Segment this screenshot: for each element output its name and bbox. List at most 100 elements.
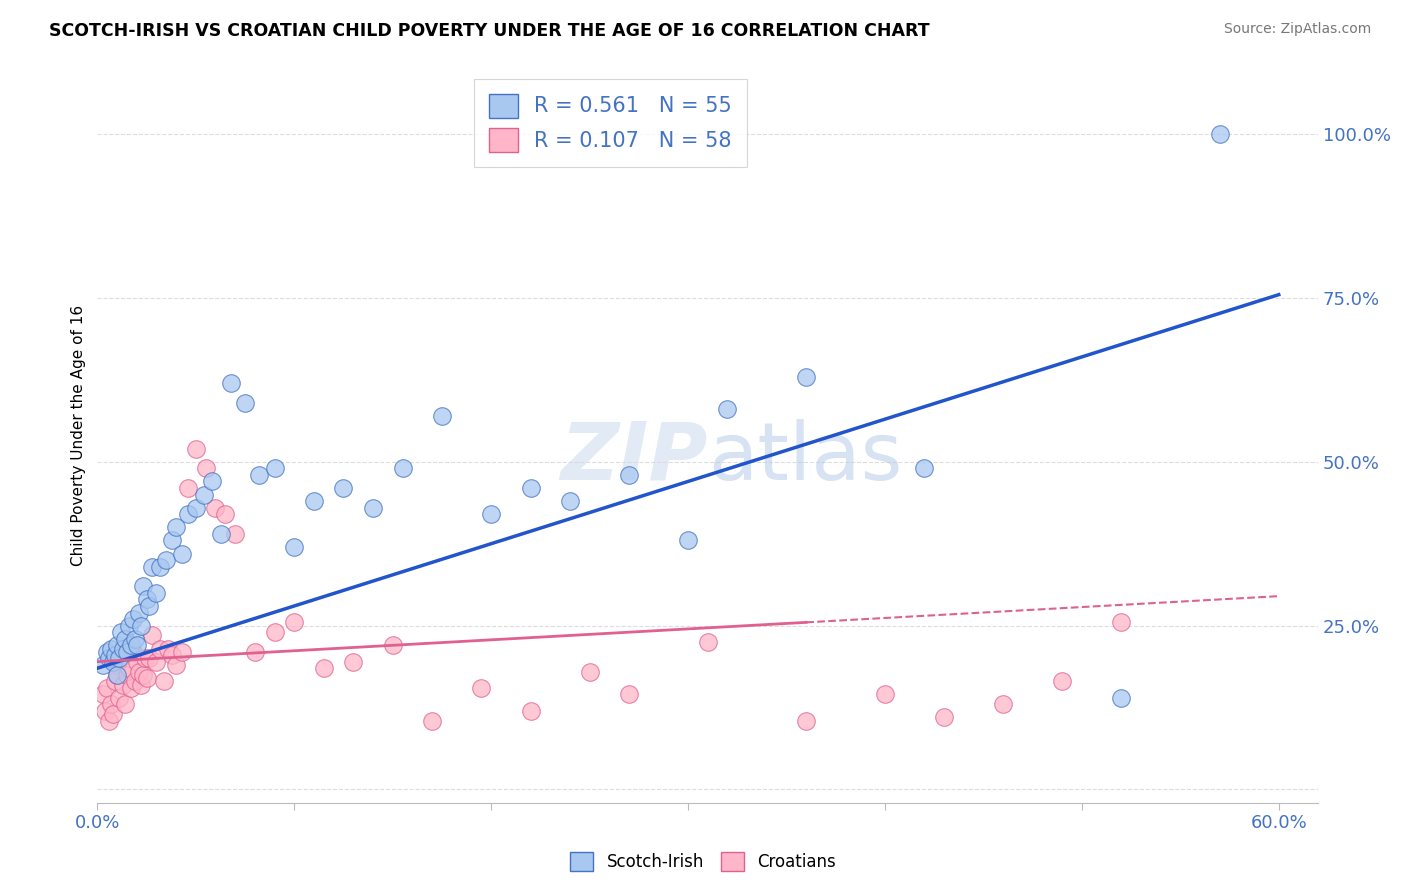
Point xyxy=(104,674,127,689)
Point xyxy=(118,618,141,632)
Point xyxy=(145,655,167,669)
Point xyxy=(912,461,935,475)
Point xyxy=(676,533,699,548)
Point xyxy=(94,704,117,718)
Point xyxy=(519,704,541,718)
Point xyxy=(155,553,177,567)
Point xyxy=(361,500,384,515)
Point xyxy=(794,369,817,384)
Point xyxy=(105,638,128,652)
Point xyxy=(128,606,150,620)
Point xyxy=(131,579,153,593)
Point xyxy=(283,540,305,554)
Point xyxy=(141,559,163,574)
Point xyxy=(209,527,232,541)
Point xyxy=(111,641,134,656)
Point xyxy=(100,698,122,712)
Point xyxy=(177,507,200,521)
Point xyxy=(138,599,160,613)
Point xyxy=(105,667,128,681)
Point xyxy=(105,657,128,672)
Point xyxy=(157,641,180,656)
Point xyxy=(302,494,325,508)
Point xyxy=(193,487,215,501)
Point xyxy=(519,481,541,495)
Point xyxy=(184,500,207,515)
Point xyxy=(165,520,187,534)
Point xyxy=(125,655,148,669)
Text: SCOTCH-IRISH VS CROATIAN CHILD POVERTY UNDER THE AGE OF 16 CORRELATION CHART: SCOTCH-IRISH VS CROATIAN CHILD POVERTY U… xyxy=(49,22,929,40)
Point xyxy=(263,625,285,640)
Point xyxy=(430,409,453,423)
Point xyxy=(124,674,146,689)
Point xyxy=(332,481,354,495)
Point xyxy=(125,638,148,652)
Point xyxy=(312,661,335,675)
Point xyxy=(214,507,236,521)
Point xyxy=(204,500,226,515)
Point xyxy=(873,688,896,702)
Point xyxy=(135,592,157,607)
Point xyxy=(114,632,136,646)
Point xyxy=(145,586,167,600)
Point xyxy=(391,461,413,475)
Text: Source: ZipAtlas.com: Source: ZipAtlas.com xyxy=(1223,22,1371,37)
Legend: R = 0.561   N = 55, R = 0.107   N = 58: R = 0.561 N = 55, R = 0.107 N = 58 xyxy=(474,78,747,167)
Point xyxy=(160,648,183,662)
Point xyxy=(617,467,640,482)
Point xyxy=(98,651,121,665)
Point xyxy=(110,651,132,665)
Point xyxy=(470,681,492,695)
Point xyxy=(479,507,502,521)
Point xyxy=(128,665,150,679)
Point xyxy=(243,645,266,659)
Point xyxy=(138,651,160,665)
Point xyxy=(131,667,153,681)
Point xyxy=(1109,690,1132,705)
Point xyxy=(96,681,118,695)
Point xyxy=(101,655,124,669)
Y-axis label: Child Poverty Under the Age of 16: Child Poverty Under the Age of 16 xyxy=(72,305,86,566)
Point xyxy=(558,494,581,508)
Point xyxy=(141,628,163,642)
Point xyxy=(121,645,143,659)
Text: ZIP: ZIP xyxy=(561,418,707,497)
Point xyxy=(1050,674,1073,689)
Point xyxy=(794,714,817,728)
Point xyxy=(111,678,134,692)
Point xyxy=(129,678,152,692)
Point xyxy=(108,651,131,665)
Point xyxy=(177,481,200,495)
Legend: Scotch-Irish, Croatians: Scotch-Irish, Croatians xyxy=(561,843,845,880)
Point xyxy=(194,461,217,475)
Point xyxy=(98,714,121,728)
Point xyxy=(184,442,207,456)
Point xyxy=(135,671,157,685)
Point xyxy=(104,648,127,662)
Point xyxy=(716,402,738,417)
Point xyxy=(219,376,242,391)
Point xyxy=(991,698,1014,712)
Point xyxy=(153,674,176,689)
Point xyxy=(149,641,172,656)
Point xyxy=(101,707,124,722)
Point xyxy=(115,645,138,659)
Point xyxy=(381,638,404,652)
Point xyxy=(121,612,143,626)
Point xyxy=(342,655,364,669)
Point xyxy=(1109,615,1132,630)
Point xyxy=(120,638,142,652)
Point xyxy=(165,657,187,672)
Point xyxy=(100,641,122,656)
Point xyxy=(91,657,114,672)
Text: atlas: atlas xyxy=(707,418,903,497)
Point xyxy=(263,461,285,475)
Point xyxy=(696,635,718,649)
Point xyxy=(91,688,114,702)
Point xyxy=(1208,127,1230,141)
Point xyxy=(247,467,270,482)
Point xyxy=(114,698,136,712)
Point xyxy=(129,618,152,632)
Point xyxy=(283,615,305,630)
Point xyxy=(170,547,193,561)
